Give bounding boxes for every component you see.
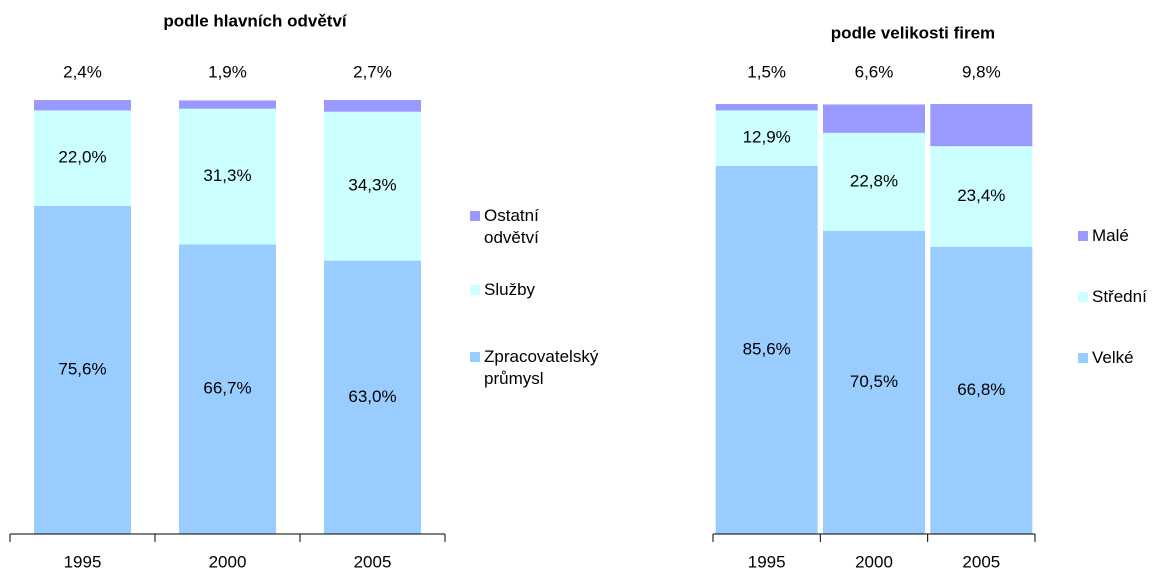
bar-segment: [823, 104, 925, 133]
data-label: 22,0%: [58, 148, 106, 167]
data-label: 34,3%: [348, 176, 396, 195]
data-label: 66,8%: [957, 380, 1005, 399]
legend-swatch: [1078, 231, 1088, 241]
legend-item: Malé: [1078, 225, 1169, 247]
legend-item: Zpracovatelský průmysl: [470, 346, 598, 390]
legend-item: Velké: [1078, 347, 1169, 369]
bar-segment: [930, 104, 1033, 147]
data-label: 31,3%: [203, 166, 251, 185]
data-label: 22,8%: [850, 171, 898, 190]
legend-swatch: [470, 352, 480, 362]
legend-label: Ostatní odvětví: [484, 206, 539, 247]
data-label: 75,6%: [58, 359, 106, 378]
data-label: 6,6%: [855, 62, 894, 81]
bar-segment: [324, 111, 421, 261]
legend-label: Zpracovatelský průmysl: [484, 347, 599, 388]
legend-swatch: [1078, 292, 1088, 302]
bar-segment: [324, 260, 421, 534]
data-label: 9,8%: [962, 62, 1001, 81]
data-label: 1,5%: [747, 62, 786, 81]
bar-segment: [715, 165, 818, 535]
bar-segment: [930, 146, 1033, 247]
x-tick-label: 2000: [209, 552, 247, 571]
data-label: 63,0%: [348, 387, 396, 406]
chart-title: podle velikosti firem: [831, 23, 995, 42]
data-label: 23,4%: [957, 186, 1005, 205]
x-tick-label: 1995: [64, 552, 102, 571]
chart-title: podle hlavních odvětví: [163, 11, 348, 30]
data-label: 2,7%: [353, 62, 392, 81]
bar-segment: [715, 104, 818, 111]
bar-segment: [179, 108, 276, 245]
data-label: 85,6%: [743, 339, 791, 358]
legend-item: Služby: [470, 279, 584, 301]
data-label: 2,4%: [63, 62, 102, 81]
x-tick-label: 2005: [962, 552, 1000, 571]
data-label: 1,9%: [208, 62, 247, 81]
bar-segment: [324, 100, 421, 112]
bar-segment: [823, 230, 925, 534]
x-tick-label: 1995: [748, 552, 786, 571]
data-label: 12,9%: [743, 128, 791, 147]
legend-label: Služby: [484, 280, 536, 299]
bar-segment: [715, 110, 818, 166]
legend-label: Malé: [1092, 226, 1129, 245]
legend-swatch: [1078, 353, 1088, 363]
bar-segment: [930, 246, 1033, 534]
legend-item: Střední: [1078, 286, 1169, 308]
bar-segment: [34, 110, 131, 206]
x-tick-label: 2000: [855, 552, 893, 571]
bar-segment: [34, 205, 131, 534]
data-label: 70,5%: [850, 372, 898, 391]
bar-segment: [823, 132, 925, 231]
legend-swatch: [470, 211, 480, 221]
bar-segment: [34, 100, 131, 111]
bar-segment: [179, 244, 276, 534]
legend-item: Ostatní odvětví: [470, 205, 584, 249]
data-label: 66,7%: [203, 379, 251, 398]
legend-swatch: [470, 285, 480, 295]
x-tick-label: 2005: [354, 552, 392, 571]
legend-label: Střední: [1092, 287, 1147, 306]
bar-segment: [179, 100, 276, 109]
legend-label: Velké: [1092, 348, 1134, 367]
